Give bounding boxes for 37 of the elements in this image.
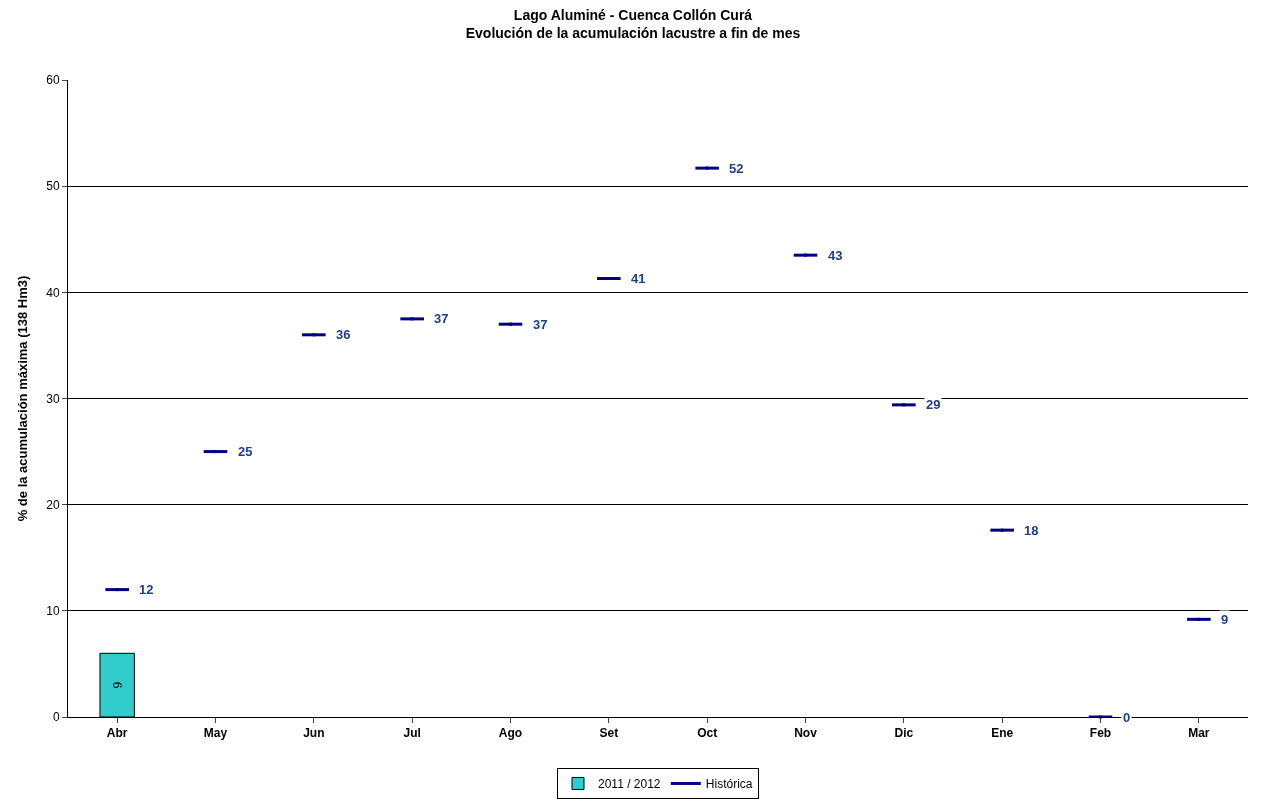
data-label: 41 (631, 271, 646, 286)
y-tick-label: 0 (52, 710, 60, 725)
data-label: 37 (434, 311, 449, 326)
legend-label: Histórica (705, 777, 753, 792)
y-tick-label: 30 (46, 391, 60, 406)
data-label: 18 (1024, 523, 1039, 538)
x-tick-label: Jul (403, 726, 421, 741)
x-tick-label: Set (599, 726, 619, 741)
data-label: 43 (828, 248, 843, 263)
data-label: 0 (1123, 710, 1131, 725)
y-tick-label: 50 (46, 179, 60, 194)
chart-title: Lago Aluminé - Cuenca Collón Curá (513, 7, 753, 24)
x-tick-label: Feb (1089, 726, 1112, 741)
data-label: 6 (110, 681, 125, 689)
x-tick-label: Dic (894, 726, 914, 741)
data-label: 9 (1221, 612, 1229, 627)
y-axis-title: % de la acumulación máxima (138 Hm3) (15, 275, 31, 522)
y-tick-label: 10 (46, 604, 60, 619)
chart-subtitle: Evolución de la acumulación lacustre a fin de mes (465, 25, 801, 42)
data-label: 12 (139, 582, 154, 597)
y-tick-label: 20 (46, 497, 60, 512)
x-tick-label: Jun (303, 726, 325, 741)
data-label: 36 (336, 327, 351, 342)
legend-label: 2011 / 2012 (598, 777, 661, 792)
x-tick-label: Mar (1188, 726, 1210, 741)
data-label: 52 (729, 161, 744, 176)
x-tick-label: Ago (498, 726, 523, 741)
x-tick-label: Oct (697, 726, 718, 741)
y-tick-label: 60 (46, 73, 60, 88)
x-tick-label: May (203, 726, 228, 741)
y-tick-label: 40 (46, 285, 60, 300)
x-tick-label: Nov (794, 726, 818, 741)
data-label: 25 (238, 444, 253, 459)
data-label: 37 (533, 317, 548, 332)
x-tick-label: Abr (106, 726, 128, 741)
x-tick-label: Ene (991, 726, 1014, 741)
data-label: 29 (926, 397, 941, 412)
